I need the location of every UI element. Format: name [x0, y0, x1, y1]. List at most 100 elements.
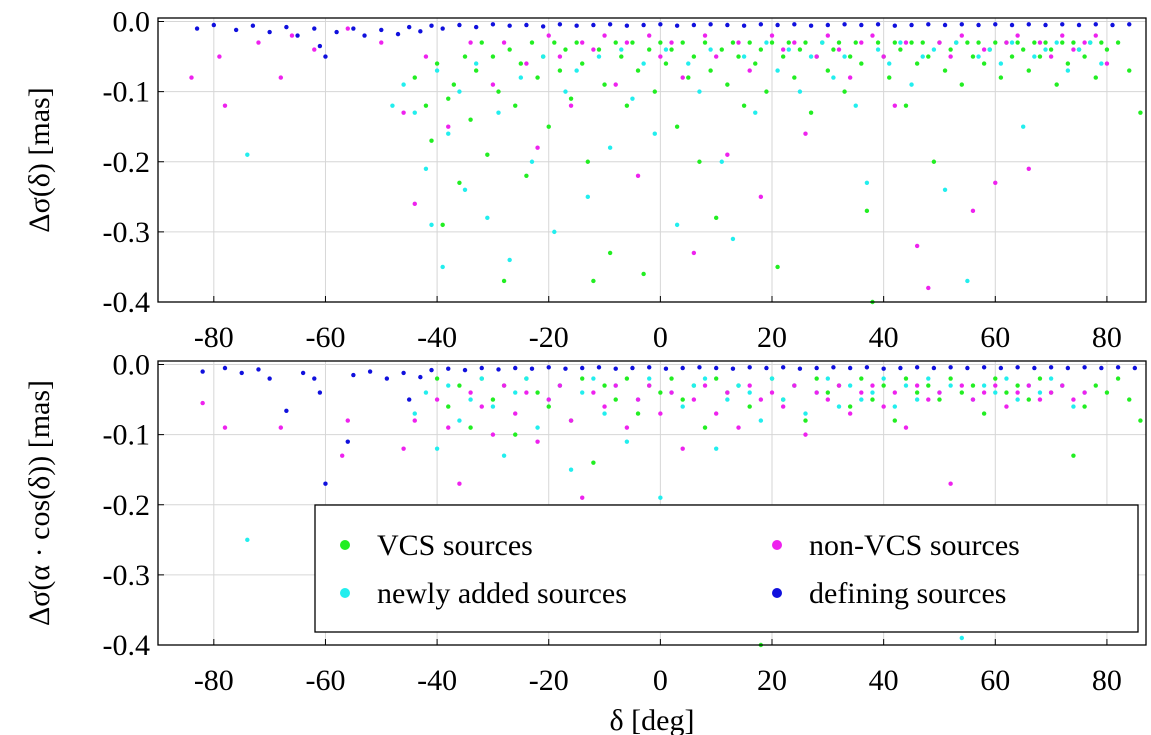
point-nonvcs — [446, 425, 451, 430]
point-newly — [747, 390, 752, 395]
point-vcs — [434, 61, 440, 66]
point-newly — [563, 89, 568, 94]
point-newly — [585, 194, 591, 200]
point-vcs — [686, 75, 691, 80]
point-defining — [959, 22, 964, 27]
point-newly — [580, 390, 585, 395]
point-nonvcs — [580, 40, 585, 45]
point-nonvcs — [647, 383, 652, 388]
point-nonvcs — [847, 75, 853, 80]
point-nonvcs — [535, 439, 540, 444]
point-vcs — [1093, 383, 1098, 388]
point-vcs — [602, 82, 607, 87]
point-defining — [513, 365, 518, 371]
point-nonvcs — [1037, 397, 1043, 402]
point-vcs — [736, 54, 741, 59]
point-vcs — [602, 383, 607, 388]
point-vcs — [970, 54, 976, 59]
point-defining — [797, 366, 803, 371]
point-vcs — [842, 89, 847, 94]
point-nonvcs — [758, 397, 764, 402]
point-defining — [563, 366, 568, 371]
point-vcs — [1138, 418, 1143, 423]
point-vcs — [568, 96, 574, 101]
point-defining — [351, 26, 356, 31]
point-vcs — [485, 152, 490, 157]
top-y-tick-labels: 0.0 -0.1 -0.2 -0.3 -0.4 — [103, 6, 164, 319]
x-tick-label: 40 — [869, 664, 899, 697]
point-vcs — [1026, 68, 1031, 73]
top-x-tick-labels: -80 -60 -40 -20 0 20 40 60 80 — [194, 296, 1122, 354]
point-vcs — [831, 47, 836, 52]
point-defining — [775, 22, 780, 28]
point-nonvcs — [859, 390, 864, 395]
point-vcs — [1032, 40, 1037, 45]
point-vcs — [434, 376, 440, 381]
point-newly — [780, 397, 786, 402]
point-defining — [825, 22, 831, 28]
point-nonvcs — [557, 54, 563, 59]
point-newly — [697, 89, 702, 94]
point-vcs — [658, 390, 663, 395]
point-defining — [591, 22, 596, 28]
point-nonvcs — [513, 411, 518, 416]
legend-marker-non-vcs — [772, 540, 782, 550]
point-vcs — [959, 390, 964, 395]
point-nonvcs — [401, 446, 406, 451]
point-vcs — [931, 159, 937, 164]
point-defining — [713, 365, 719, 371]
point-nonvcs — [725, 152, 730, 157]
x-tick-label: 80 — [1092, 321, 1122, 354]
point-defining — [1093, 22, 1098, 27]
point-newly — [987, 47, 992, 52]
point-defining — [323, 481, 328, 486]
point-newly — [446, 383, 451, 388]
point-vcs — [1015, 40, 1020, 45]
point-vcs — [412, 75, 417, 80]
point-nonvcs — [680, 446, 685, 451]
point-nonvcs — [591, 390, 596, 395]
point-nonvcs — [557, 383, 563, 388]
point-vcs — [619, 54, 624, 59]
point-newly — [446, 131, 451, 136]
point-nonvcs — [680, 75, 685, 80]
point-defining — [233, 27, 239, 33]
point-vcs — [451, 82, 457, 87]
point-vcs — [965, 40, 970, 45]
point-vcs — [641, 271, 646, 277]
point-nonvcs — [993, 180, 998, 185]
point-vcs — [635, 411, 641, 416]
point-nonvcs — [613, 82, 618, 87]
point-vcs — [507, 47, 512, 52]
point-defining — [909, 22, 914, 28]
point-newly — [607, 145, 613, 150]
bottom-y-axis-label: Δσ(α · cos(δ)) [mas] — [23, 380, 56, 626]
point-newly — [898, 40, 903, 45]
point-vcs — [624, 103, 630, 108]
point-defining — [898, 365, 903, 371]
point-newly — [423, 166, 429, 171]
point-nonvcs — [736, 425, 741, 430]
point-vcs — [513, 432, 518, 437]
y-tick-label: 0.0 — [113, 6, 151, 39]
point-newly — [507, 257, 512, 263]
top-scatter-points — [189, 22, 1143, 305]
point-nonvcs — [825, 397, 831, 402]
y-tick-label: 0.0 — [113, 349, 151, 382]
point-nonvcs — [222, 425, 228, 430]
x-tick-label: 40 — [869, 321, 899, 354]
point-defining — [1048, 365, 1054, 370]
point-nonvcs — [870, 383, 875, 388]
point-newly — [808, 54, 814, 59]
point-nonvcs — [892, 103, 898, 108]
point-vcs — [1037, 376, 1043, 381]
y-tick-label: -0.4 — [103, 629, 151, 662]
point-vcs — [993, 376, 998, 381]
point-vcs — [1020, 47, 1026, 52]
point-nonvcs — [580, 495, 585, 500]
point-newly — [602, 411, 607, 416]
point-defining — [1015, 365, 1020, 370]
point-newly — [434, 446, 440, 451]
point-vcs — [758, 47, 764, 52]
